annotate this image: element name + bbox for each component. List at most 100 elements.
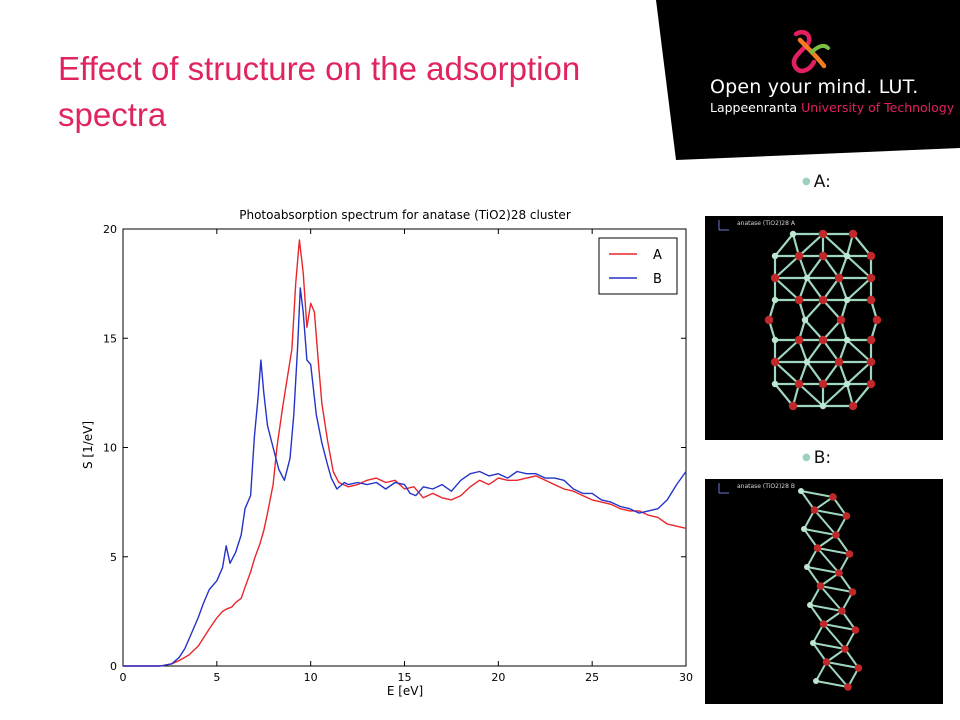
x-tick-label: 5 [213, 671, 220, 684]
bond [809, 604, 825, 625]
bond [822, 361, 840, 385]
molecule-a-render [764, 229, 882, 411]
atom [834, 357, 844, 367]
bond [800, 490, 834, 498]
y-tick-label: 20 [103, 223, 117, 236]
bond [774, 339, 800, 363]
atom [764, 315, 774, 325]
bond [806, 277, 824, 301]
atom [788, 401, 798, 411]
bond [825, 661, 849, 688]
y-tick-label: 15 [103, 332, 117, 345]
x-axis-label: E [eV] [387, 684, 423, 698]
atom [843, 380, 851, 388]
atom [794, 379, 804, 389]
axes-icon [718, 220, 729, 231]
bond [841, 610, 857, 631]
atom [789, 230, 797, 238]
atom [810, 640, 816, 646]
atom [845, 550, 854, 558]
atom [836, 315, 846, 325]
atom [866, 295, 876, 305]
atom [813, 678, 819, 684]
bond [846, 255, 872, 279]
bond [835, 534, 851, 555]
atom [866, 273, 876, 283]
bond [774, 383, 794, 407]
atom [801, 316, 809, 324]
bond [846, 339, 872, 363]
structure-a-caption: anatase (TiO2)28 A [737, 220, 795, 227]
bond [846, 361, 872, 385]
structure-a-label: ● A: [802, 172, 831, 192]
atom [866, 357, 876, 367]
structure-a-image: anatase (TiO2)28 A [705, 216, 943, 440]
bond [823, 623, 856, 631]
bond [806, 566, 840, 574]
atom [841, 645, 849, 653]
atom [804, 564, 810, 570]
atom [832, 531, 840, 539]
logo-sub-text-1: Lappeenranta [710, 100, 802, 115]
atom [843, 296, 851, 304]
molecule-b-render [798, 488, 863, 691]
y-tick-label: 10 [103, 442, 117, 455]
plot-area: 0 5 10 15 20 25 30 0 5 10 15 20 AB [103, 223, 693, 684]
atom [803, 358, 811, 366]
bond [804, 319, 824, 341]
structure-b-image: anatase (TiO2)28 B [705, 479, 943, 704]
bond [806, 339, 824, 363]
legend-box [598, 237, 678, 295]
atom [771, 336, 779, 344]
x-tick-label: 30 [679, 671, 693, 684]
bond [809, 604, 843, 612]
atom [848, 401, 858, 411]
atom [854, 664, 863, 672]
atom [771, 252, 779, 260]
atom [818, 335, 828, 345]
bond [806, 566, 822, 587]
bond [803, 528, 819, 549]
bond [803, 528, 837, 536]
structure-b-label: ● B: [802, 448, 831, 468]
y-axis-label: S [1/eV] [81, 421, 95, 469]
bond [832, 496, 848, 517]
bond [806, 361, 824, 385]
bond [774, 361, 800, 385]
bond [822, 339, 840, 363]
atom [818, 229, 828, 239]
bullet-dot-icon: ● [802, 452, 811, 463]
atom [866, 251, 876, 261]
atom [835, 569, 843, 577]
atom [803, 274, 811, 282]
bond [822, 255, 840, 279]
x-tick-label: 20 [491, 671, 505, 684]
atom [848, 229, 858, 239]
y-tick-label: 0 [110, 660, 117, 673]
plot-frame [122, 228, 687, 667]
atom [816, 582, 825, 590]
x-tick-label: 10 [304, 671, 318, 684]
bond [774, 255, 800, 279]
atom [822, 658, 831, 666]
bond [815, 680, 849, 688]
series-line-a [123, 239, 687, 667]
atom [818, 295, 828, 305]
bond [800, 490, 816, 511]
atom [770, 273, 780, 283]
bond [798, 383, 824, 407]
atom [818, 251, 828, 261]
bullet-dot-icon: ● [802, 176, 811, 187]
legend-label-a: A [653, 248, 662, 263]
atom [848, 588, 857, 596]
logo-main-text: Open your mind. LUT. [710, 76, 919, 98]
atom [819, 620, 828, 628]
atom [807, 602, 813, 608]
atom [829, 493, 837, 501]
atom [801, 526, 807, 532]
bond [822, 319, 842, 341]
bond [813, 509, 837, 536]
bond [844, 648, 860, 669]
atom [866, 335, 876, 345]
atom [842, 512, 851, 520]
